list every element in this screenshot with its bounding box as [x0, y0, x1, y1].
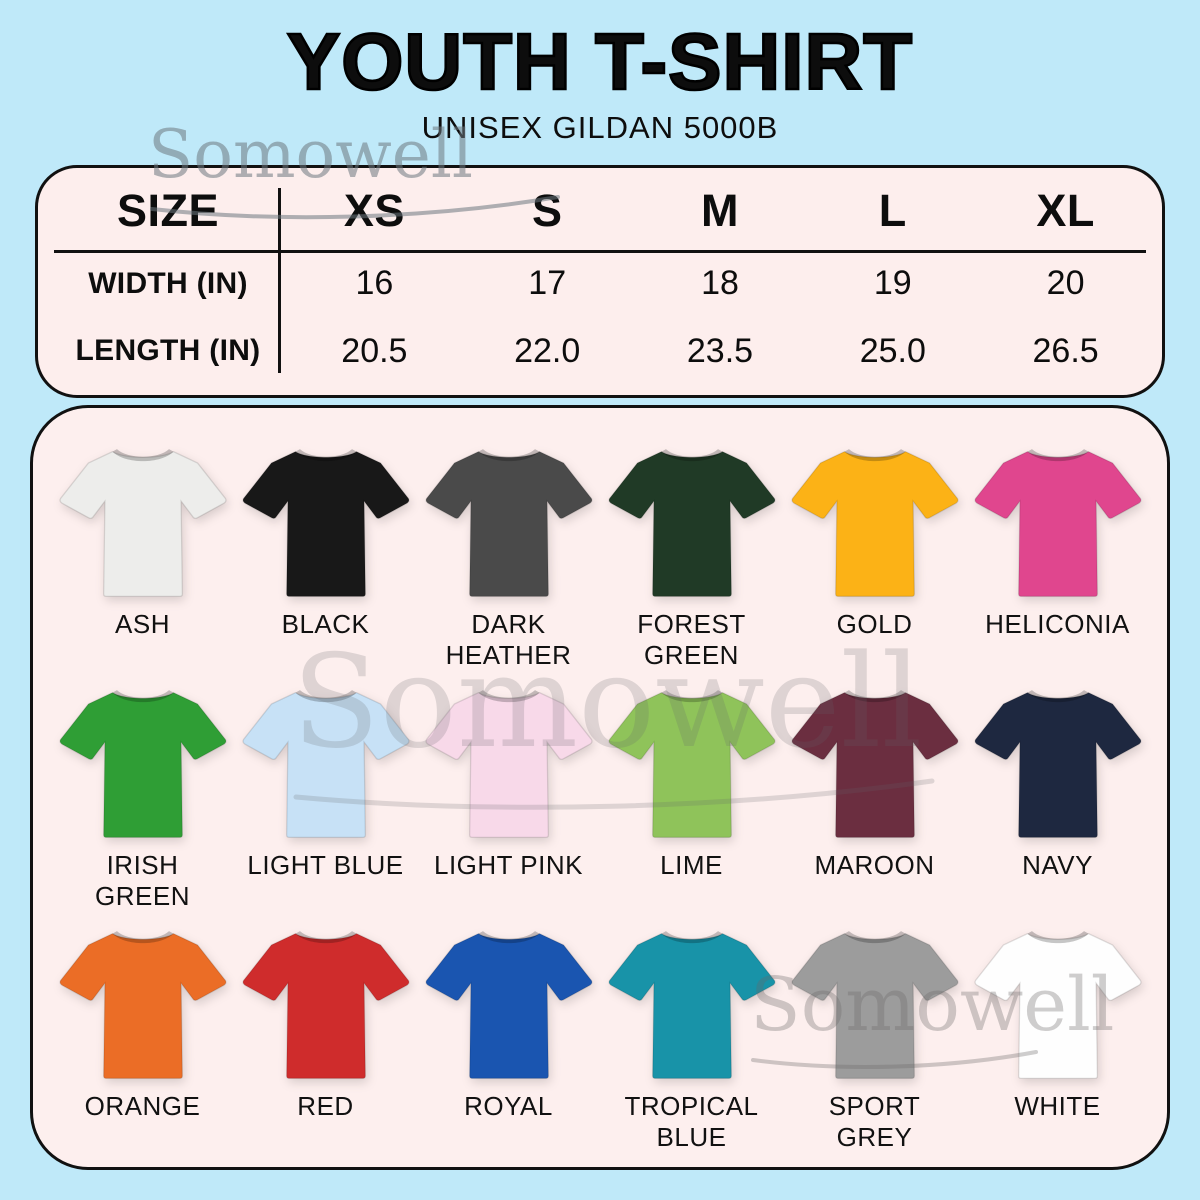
color-swatch: DARK HEATHER — [417, 444, 600, 685]
tshirt-icon — [241, 931, 410, 1080]
color-swatch: GOLD — [783, 444, 966, 685]
tshirt-icon — [58, 449, 227, 598]
color-swatch: LIME — [600, 685, 783, 926]
color-swatch: WHITE — [966, 926, 1149, 1167]
tshirt-icon — [790, 449, 959, 598]
width-value-m: 18 — [701, 264, 739, 303]
tshirt-icon — [973, 931, 1142, 1080]
color-swatch: ASH — [51, 444, 234, 685]
color-name-label: FOREST GREEN — [637, 609, 746, 670]
color-name-label: LIME — [660, 850, 723, 880]
tshirt-icon — [424, 690, 593, 839]
width-row-label: WIDTH (IN) — [88, 266, 248, 300]
color-swatch: BLACK — [234, 444, 417, 685]
color-name-label: LIGHT PINK — [433, 850, 583, 880]
header: YOUTH T-SHIRT UNISEX GILDAN 5000B — [0, 17, 1200, 146]
tshirt-icon — [790, 931, 959, 1080]
length-value-l: 25.0 — [859, 331, 926, 370]
color-swatch: NAVY — [966, 685, 1149, 926]
tshirt-icon — [424, 449, 593, 598]
color-swatch: LIGHT BLUE — [234, 685, 417, 926]
color-name-label: HELICONIA — [985, 609, 1130, 639]
color-name-label: ROYAL — [464, 1091, 553, 1121]
color-name-label: BLACK — [281, 609, 370, 639]
tshirt-icon — [790, 690, 959, 839]
color-panel: ASH BLACK DARK HEATHER FOREST GREEN GOLD — [30, 405, 1170, 1170]
page-title: YOUTH T-SHIRT — [286, 17, 914, 106]
length-row-label: LENGTH (IN) — [75, 334, 261, 368]
tshirt-icon — [607, 931, 776, 1080]
tshirt-icon — [424, 931, 593, 1080]
size-table: SIZE XS S M L XL WIDTH (IN) 16 17 18 19 … — [35, 165, 1165, 398]
color-swatch: SPORT GREY — [783, 926, 966, 1167]
size-col-m: M — [700, 185, 739, 236]
length-value-xs: 20.5 — [341, 331, 408, 370]
tshirt-icon — [58, 931, 227, 1080]
length-value-xl: 26.5 — [1032, 331, 1099, 370]
size-col-xl: XL — [1036, 185, 1095, 236]
color-name-label: IRISH GREEN — [95, 850, 190, 911]
color-name-label: LIGHT BLUE — [247, 850, 404, 880]
color-name-label: GOLD — [836, 609, 913, 639]
color-swatch: IRISH GREEN — [51, 685, 234, 926]
color-name-label: NAVY — [1022, 850, 1093, 880]
color-swatch: FOREST GREEN — [600, 444, 783, 685]
color-name-label: TROPICAL BLUE — [624, 1091, 759, 1152]
color-name-label: ASH — [115, 609, 170, 639]
color-swatch: MAROON — [783, 685, 966, 926]
color-swatch: ROYAL — [417, 926, 600, 1167]
color-name-label: MAROON — [814, 850, 935, 880]
table-vertical-divider — [278, 188, 281, 373]
size-col-l: L — [878, 185, 907, 236]
tshirt-icon — [241, 449, 410, 598]
size-col-xs: XS — [343, 185, 405, 236]
tshirt-icon — [973, 690, 1142, 839]
color-name-label: WHITE — [1014, 1091, 1101, 1121]
table-horizontal-divider — [54, 250, 1146, 253]
page-subtitle: UNISEX GILDAN 5000B — [421, 110, 779, 145]
color-name-label: SPORT GREY — [828, 1091, 921, 1152]
size-table-corner-label: SIZE — [116, 185, 220, 236]
tshirt-icon — [607, 449, 776, 598]
tshirt-icon — [241, 690, 410, 839]
color-swatch: LIGHT PINK — [417, 685, 600, 926]
color-swatch: ORANGE — [51, 926, 234, 1167]
width-value-l: 19 — [873, 264, 912, 303]
color-grid: ASH BLACK DARK HEATHER FOREST GREEN GOLD — [51, 444, 1149, 1167]
color-swatch: HELICONIA — [966, 444, 1149, 685]
color-swatch: RED — [234, 926, 417, 1167]
color-swatch: TROPICAL BLUE — [600, 926, 783, 1167]
width-value-xs: 16 — [355, 264, 394, 303]
size-col-s: S — [531, 185, 563, 236]
width-value-s: 17 — [528, 264, 567, 303]
width-value-xl: 20 — [1046, 264, 1085, 303]
length-value-s: 22.0 — [514, 331, 581, 370]
tshirt-icon — [607, 690, 776, 839]
color-name-label: RED — [297, 1091, 354, 1121]
tshirt-icon — [58, 690, 227, 839]
length-value-m: 23.5 — [686, 331, 754, 370]
color-name-label: ORANGE — [84, 1091, 201, 1121]
tshirt-icon — [973, 449, 1142, 598]
color-name-label: DARK HEATHER — [445, 609, 572, 670]
